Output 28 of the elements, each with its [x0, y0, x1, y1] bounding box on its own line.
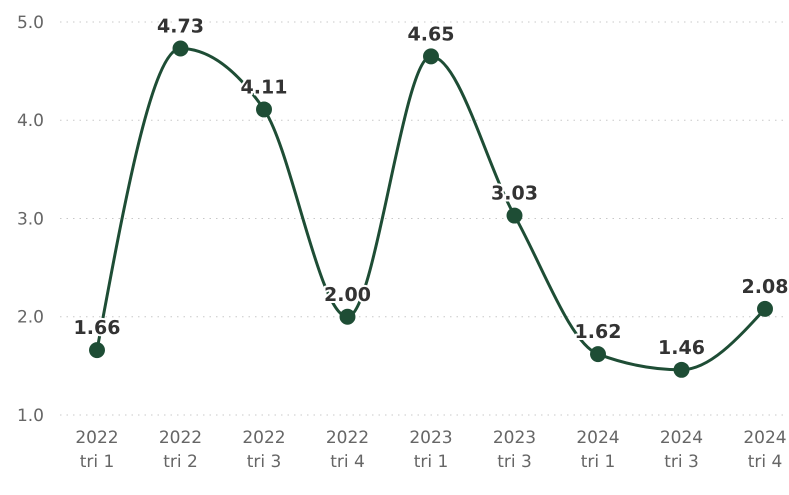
x-tick-label: 2024 tri 3	[660, 428, 704, 472]
text: 4.65	[408, 23, 454, 46]
x-tick-label: 2023 tri 3	[492, 428, 536, 472]
x-tick-label: 2022 tri 4	[326, 428, 370, 472]
y-tick-label: 5.0	[16, 12, 44, 33]
point	[172, 40, 188, 56]
x-tick-label: 2022 tri 2	[158, 428, 202, 472]
y-tick-label: 3.0	[16, 209, 44, 230]
point	[590, 346, 606, 362]
y-tick-label: 1.0	[16, 406, 44, 426]
text: 2.08	[742, 276, 788, 298]
x-tick-label: 2022 tri 3	[242, 428, 286, 472]
y-tick-label: 4.0	[16, 111, 44, 132]
point	[674, 362, 690, 378]
x-tick-label: 2023 tri 1	[409, 428, 453, 472]
point	[340, 308, 356, 325]
text: 4.73	[157, 16, 204, 38]
x-tick-label: 2024 tri 1	[576, 428, 620, 472]
y-tick-label: 2.0	[16, 308, 44, 328]
x-tick-label: 2024 tri 4	[743, 428, 787, 472]
point	[89, 342, 105, 358]
point	[256, 101, 272, 118]
point	[506, 208, 522, 224]
point	[423, 48, 439, 64]
x-tick-label: 2022 tri 1	[75, 428, 119, 472]
text: 1.46	[658, 336, 705, 359]
point	[757, 300, 773, 317]
text: 1.62	[574, 321, 622, 344]
